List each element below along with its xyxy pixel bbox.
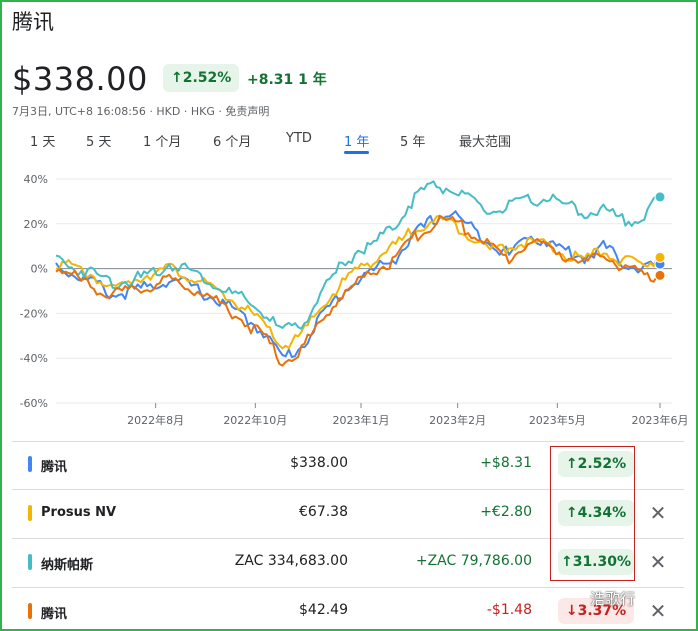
compare-pct-badge: ↑31.30% [558, 549, 634, 575]
series-line [55, 210, 661, 359]
quote-meta: 7月3日, UTC+8 16:08:56 · HKD · HKG · 免责声明 [12, 105, 270, 118]
highlight-box [550, 446, 635, 581]
series-end-dot [654, 269, 666, 281]
compare-row-0[interactable]: 腾讯 $338.00 +$8.31 ↑2.52% [12, 441, 684, 489]
compare-price: €67.38 [299, 504, 348, 520]
current-price: $338.00 [12, 60, 148, 98]
series-swatch [28, 603, 32, 619]
chart-grid [56, 178, 672, 404]
price-chart[interactable]: 40% 20% 0% -20% -40% -60% 2022年8月 2022年10月 2023… [0, 160, 698, 435]
compare-pct-badge: ↓3.37% [558, 598, 634, 624]
y-tick-label: -60% [20, 397, 48, 410]
x-tick-label: 2022年10月 [223, 413, 287, 427]
compare-change: +ZAC 79,786.00 [415, 553, 532, 569]
tab-1d[interactable]: 1 天 [30, 135, 56, 150]
series-swatch [28, 554, 32, 570]
tab-max[interactable]: 最大范围 [459, 135, 512, 150]
tab-6m[interactable]: 6 个月 [213, 135, 252, 150]
series-lines [55, 180, 661, 367]
compare-price: $338.00 [290, 455, 348, 471]
tab-ytd[interactable]: YTD [286, 131, 312, 146]
remove-compare-button[interactable]: ✕ [649, 599, 667, 623]
y-tick-label: 0% [31, 263, 48, 276]
x-tick-label: 2023年2月 [429, 413, 486, 427]
page-title: 腾讯 [12, 10, 54, 34]
compare-change: +$8.31 [480, 455, 532, 471]
x-tick-label: 2022年8月 [127, 413, 184, 427]
absolute-change: +8.31 1 年 [247, 72, 327, 88]
x-tick-label: 2023年6月 [632, 413, 689, 427]
tab-1m[interactable]: 1 个月 [143, 135, 182, 150]
series-line [55, 214, 661, 367]
row-divider [12, 489, 684, 490]
watermark-text: 浩歌行 [590, 590, 636, 608]
compare-name: Prosus NV [41, 505, 117, 520]
y-axis-ticks: 40% 20% 0% -20% -40% -60% [20, 173, 48, 410]
y-tick-label: 20% [24, 218, 48, 231]
series-line [55, 214, 661, 350]
compare-pct-badge: ↑2.52% [558, 451, 634, 477]
y-tick-label: 40% [24, 173, 48, 186]
series-end-dot [654, 251, 666, 263]
compare-row-3[interactable]: 腾讯 $42.49 -$1.48 ↓3.37% ✕ [12, 588, 684, 631]
remove-compare-button[interactable]: ✕ [649, 550, 667, 574]
compare-change: -$1.48 [486, 602, 532, 618]
compare-name: 纳斯帕斯 [41, 558, 94, 573]
row-divider [12, 441, 684, 442]
row-divider [12, 538, 684, 539]
remove-compare-button[interactable]: ✕ [649, 501, 667, 525]
series-end-dots [654, 191, 666, 281]
x-tick-label: 2023年1月 [333, 413, 390, 427]
row-divider [12, 587, 684, 588]
compare-price: $42.49 [299, 602, 348, 618]
compare-change: +€2.80 [480, 504, 532, 520]
tab-5y[interactable]: 5 年 [400, 135, 426, 150]
series-line [55, 180, 661, 330]
tab-1y[interactable]: 1 年 [344, 131, 370, 154]
series-swatch [28, 456, 32, 472]
series-swatch [28, 505, 32, 521]
percent-change-badge: ↑2.52% [163, 64, 240, 92]
y-tick-label: -20% [20, 307, 48, 320]
series-end-dot [654, 191, 666, 203]
compare-row-2[interactable]: 纳斯帕斯 ZAC 334,683.00 +ZAC 79,786.00 ↑31.3… [12, 539, 684, 587]
x-tick-label: 2023年5月 [529, 413, 586, 427]
compare-name: 腾讯 [41, 460, 68, 475]
x-axis-ticks: 2022年8月 2022年10月 2023年1月 2023年2月 2023年5月 2023… [127, 403, 689, 427]
compare-pct-badge: ↑4.34% [558, 500, 634, 526]
compare-row-1[interactable]: Prosus NV €67.38 +€2.80 ↑4.34% ✕ [12, 490, 684, 538]
y-tick-label: -40% [20, 352, 48, 365]
compare-name: 腾讯 [41, 607, 68, 622]
tab-5d[interactable]: 5 天 [86, 135, 112, 150]
compare-price: ZAC 334,683.00 [234, 553, 348, 569]
